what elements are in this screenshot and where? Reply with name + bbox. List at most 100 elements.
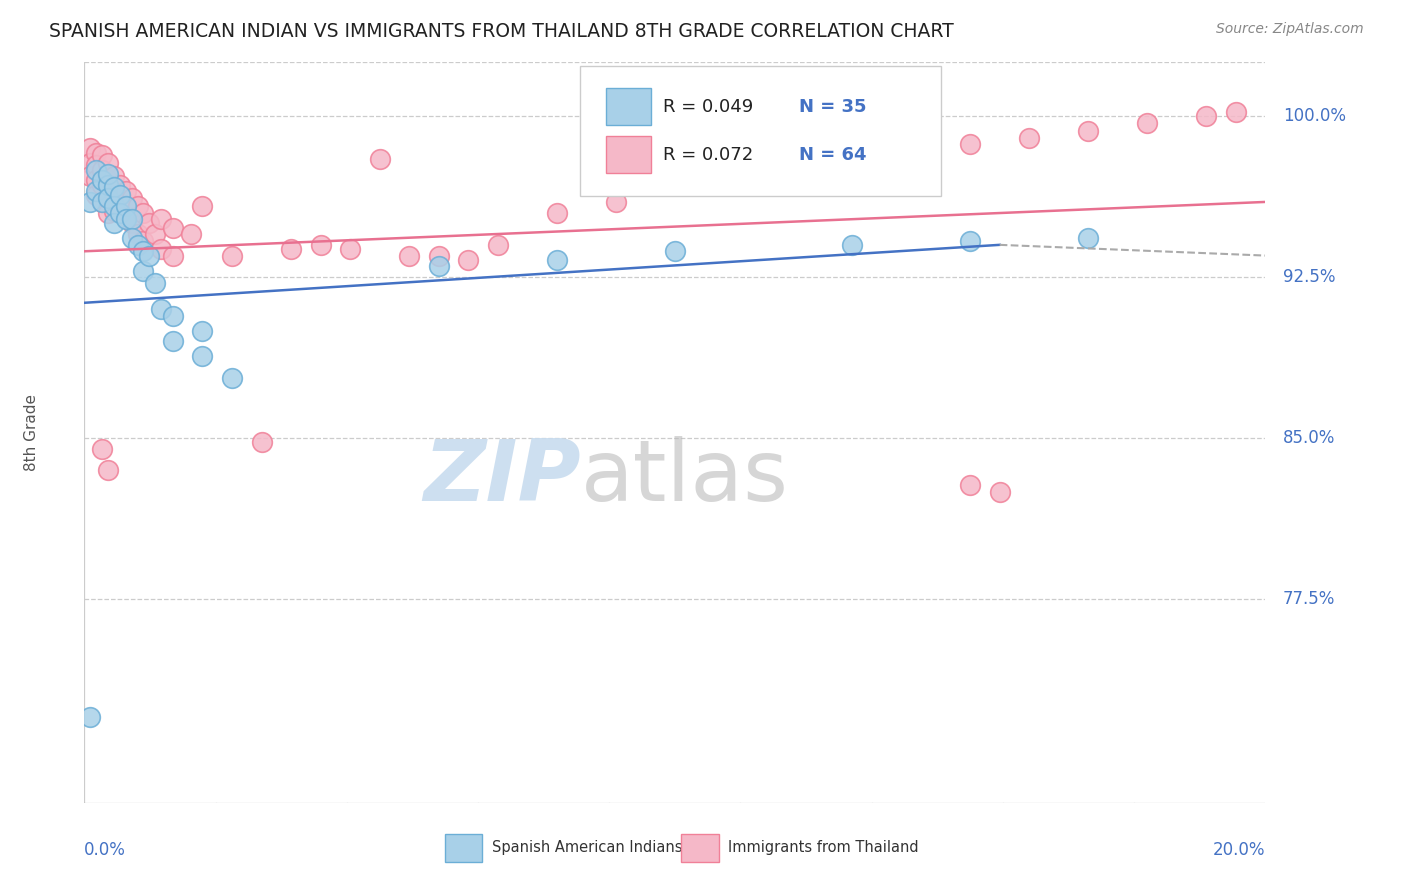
Point: [162, 309, 184, 323]
Point: [97, 191, 120, 205]
Point: [1136, 115, 1159, 129]
Point: [1018, 130, 1040, 145]
Point: [97, 178, 120, 192]
Point: [398, 249, 420, 263]
Point: [97, 191, 120, 205]
Point: [457, 252, 479, 267]
Point: [114, 184, 136, 198]
Point: [959, 234, 981, 248]
Point: [79, 156, 101, 170]
Text: 100.0%: 100.0%: [1284, 107, 1346, 125]
Point: [427, 249, 450, 263]
Text: 0.0%: 0.0%: [84, 841, 127, 859]
Point: [143, 227, 166, 241]
Point: [91, 442, 114, 456]
Point: [127, 227, 149, 241]
Point: [782, 156, 804, 170]
Text: atlas: atlas: [581, 435, 789, 518]
Point: [138, 249, 160, 263]
Point: [605, 194, 627, 209]
Text: Spanish American Indians: Spanish American Indians: [492, 839, 682, 855]
Point: [97, 156, 120, 170]
Text: N = 35: N = 35: [799, 98, 866, 116]
Point: [280, 242, 302, 256]
Text: R = 0.049: R = 0.049: [664, 98, 754, 116]
Point: [108, 178, 131, 192]
Text: 20.0%: 20.0%: [1213, 841, 1265, 859]
Point: [1225, 104, 1247, 119]
Point: [221, 249, 243, 263]
Point: [162, 334, 184, 349]
Point: [132, 234, 155, 248]
Point: [221, 371, 243, 385]
Point: [84, 173, 107, 187]
Point: [959, 478, 981, 492]
Text: Immigrants from Thailand: Immigrants from Thailand: [728, 839, 918, 855]
Point: [132, 263, 155, 277]
Point: [132, 244, 155, 259]
Point: [108, 205, 131, 219]
Point: [841, 152, 863, 166]
Point: [546, 205, 568, 219]
FancyBboxPatch shape: [444, 834, 482, 862]
Point: [486, 237, 509, 252]
Point: [143, 277, 166, 291]
Point: [121, 212, 143, 227]
Point: [79, 141, 101, 155]
Point: [91, 178, 114, 192]
Point: [988, 484, 1011, 499]
Point: [103, 180, 125, 194]
Point: [162, 220, 184, 235]
Point: [91, 194, 114, 209]
Point: [84, 188, 107, 202]
Point: [150, 302, 173, 317]
Point: [84, 145, 107, 160]
Point: [138, 216, 160, 230]
Point: [97, 463, 120, 477]
Point: [84, 184, 107, 198]
Point: [103, 199, 125, 213]
Point: [114, 212, 136, 227]
Point: [121, 231, 143, 245]
Point: [191, 199, 214, 213]
Point: [664, 178, 686, 192]
Text: N = 64: N = 64: [799, 146, 866, 164]
Point: [103, 203, 125, 218]
Point: [309, 237, 332, 252]
Point: [180, 227, 202, 241]
Text: Source: ZipAtlas.com: Source: ZipAtlas.com: [1216, 22, 1364, 37]
Point: [132, 205, 155, 219]
Point: [427, 260, 450, 274]
Point: [127, 199, 149, 213]
Point: [664, 244, 686, 259]
Point: [368, 152, 391, 166]
Point: [121, 191, 143, 205]
Point: [127, 237, 149, 252]
Point: [91, 173, 114, 187]
Text: 92.5%: 92.5%: [1284, 268, 1336, 286]
FancyBboxPatch shape: [606, 136, 651, 173]
Text: ZIP: ZIP: [423, 435, 581, 518]
Point: [103, 186, 125, 201]
Point: [900, 147, 922, 161]
Point: [91, 147, 114, 161]
Point: [1077, 124, 1099, 138]
Text: R = 0.072: R = 0.072: [664, 146, 754, 164]
Point: [108, 188, 131, 202]
Point: [114, 210, 136, 224]
FancyBboxPatch shape: [681, 834, 718, 862]
Point: [108, 199, 131, 213]
Point: [84, 162, 107, 177]
Point: [150, 242, 173, 256]
Text: 8th Grade: 8th Grade: [24, 394, 39, 471]
Point: [84, 158, 107, 172]
Point: [250, 435, 273, 450]
Text: 77.5%: 77.5%: [1284, 590, 1336, 608]
Point: [103, 169, 125, 184]
Point: [150, 212, 173, 227]
Point: [91, 162, 114, 177]
Point: [79, 169, 101, 184]
Point: [959, 136, 981, 151]
Text: SPANISH AMERICAN INDIAN VS IMMIGRANTS FROM THAILAND 8TH GRADE CORRELATION CHART: SPANISH AMERICAN INDIAN VS IMMIGRANTS FR…: [49, 22, 953, 41]
Point: [79, 194, 101, 209]
